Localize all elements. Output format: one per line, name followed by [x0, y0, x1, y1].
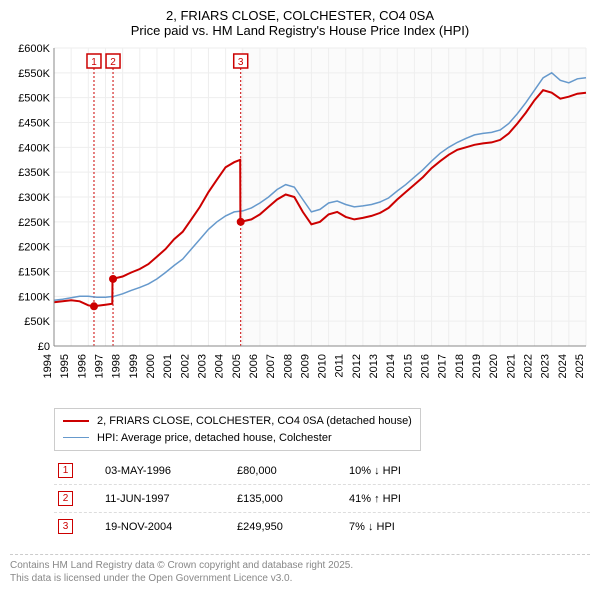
xtick-label: 2016	[420, 354, 432, 378]
legend-swatch	[63, 437, 89, 438]
xtick-label: 1996	[76, 354, 88, 378]
marker-number: 3	[238, 57, 244, 68]
event-row: 1 03-MAY-1996 £80,000 10% ↓ HPI	[54, 457, 590, 485]
event-date: 19-NOV-2004	[105, 521, 205, 533]
ytick-label: £550K	[18, 68, 50, 80]
events-table: 1 03-MAY-1996 £80,000 10% ↓ HPI 2 11-JUN-1997…	[54, 457, 590, 540]
chart-container: 2, FRIARS CLOSE, COLCHESTER, CO4 0SA Pri…	[0, 0, 600, 548]
legend-swatch	[63, 420, 89, 422]
event-delta: 41% ↑ HPI	[349, 493, 439, 505]
xtick-label: 2000	[145, 354, 157, 378]
ytick-label: £400K	[18, 142, 50, 154]
marker-number: 1	[91, 57, 97, 68]
event-number: 2	[58, 491, 73, 506]
xtick-label: 1999	[128, 354, 140, 378]
ytick-label: £250K	[18, 217, 50, 229]
event-number: 3	[58, 519, 73, 534]
legend-label: 2, FRIARS CLOSE, COLCHESTER, CO4 0SA (de…	[97, 413, 412, 430]
event-row: 2 11-JUN-1997 £135,000 41% ↑ HPI	[54, 485, 590, 513]
xtick-label: 2015	[402, 354, 414, 378]
xtick-label: 2004	[214, 354, 226, 378]
ytick-label: £50K	[24, 316, 50, 328]
xtick-label: 2017	[437, 354, 449, 378]
event-delta: 10% ↓ HPI	[349, 465, 439, 477]
ytick-label: £450K	[18, 118, 50, 130]
legend: 2, FRIARS CLOSE, COLCHESTER, CO4 0SA (de…	[54, 408, 421, 451]
xtick-label: 2002	[179, 354, 191, 378]
xtick-label: 2011	[334, 354, 346, 378]
xtick-label: 2006	[248, 354, 260, 378]
xtick-label: 2018	[454, 354, 466, 378]
xtick-label: 2021	[505, 354, 517, 378]
marker-dot	[109, 275, 117, 283]
event-row: 3 19-NOV-2004 £249,950 7% ↓ HPI	[54, 513, 590, 540]
footer-line2: This data is licensed under the Open Gov…	[10, 572, 590, 585]
xtick-label: 2003	[196, 354, 208, 378]
xtick-label: 2022	[523, 354, 535, 378]
title-block: 2, FRIARS CLOSE, COLCHESTER, CO4 0SA Pri…	[10, 8, 590, 38]
legend-row: HPI: Average price, detached house, Colc…	[63, 430, 412, 447]
title-line2: Price paid vs. HM Land Registry's House …	[10, 23, 590, 38]
xtick-label: 2014	[385, 354, 397, 378]
ytick-label: £200K	[18, 242, 50, 254]
footer-line1: Contains HM Land Registry data © Crown c…	[10, 559, 590, 572]
event-delta: 7% ↓ HPI	[349, 521, 439, 533]
xtick-label: 2025	[574, 354, 586, 378]
marker-dot	[90, 302, 98, 310]
xtick-label: 2007	[265, 354, 277, 378]
event-date: 11-JUN-1997	[105, 493, 205, 505]
ytick-label: £350K	[18, 167, 50, 179]
title-line1: 2, FRIARS CLOSE, COLCHESTER, CO4 0SA	[10, 8, 590, 23]
xtick-label: 2005	[231, 354, 243, 378]
ytick-label: £150K	[18, 267, 50, 279]
xtick-label: 2024	[557, 354, 569, 378]
xtick-label: 1994	[42, 354, 54, 378]
xtick-label: 2013	[368, 354, 380, 378]
marker-number: 2	[110, 57, 116, 68]
xtick-label: 2012	[351, 354, 363, 378]
legend-row: 2, FRIARS CLOSE, COLCHESTER, CO4 0SA (de…	[63, 413, 412, 430]
event-price: £135,000	[237, 493, 317, 505]
footer-note: Contains HM Land Registry data © Crown c…	[10, 554, 590, 585]
xtick-label: 2019	[471, 354, 483, 378]
event-price: £80,000	[237, 465, 317, 477]
xtick-label: 1998	[111, 354, 123, 378]
plot-area: 1 2 3 £0 £50K £100K £150K £200K £250K £300K £350K £…	[10, 44, 590, 404]
event-date: 03-MAY-1996	[105, 465, 205, 477]
xtick-label: 2009	[299, 354, 311, 378]
ytick-label: £500K	[18, 93, 50, 105]
xtick-label: 1995	[59, 354, 71, 378]
ytick-label: £0	[38, 341, 50, 353]
xtick-label: 2001	[162, 354, 174, 378]
xtick-label: 2010	[317, 354, 329, 378]
xtick-label: 2008	[282, 354, 294, 378]
xtick-label: 1997	[93, 354, 105, 378]
ytick-label: £300K	[18, 192, 50, 204]
plot-svg: 1 2 3 £0 £50K £100K £150K £200K £250K £300K £350K £…	[10, 44, 590, 404]
legend-label: HPI: Average price, detached house, Colc…	[97, 430, 332, 447]
event-number: 1	[58, 463, 73, 478]
xtick-label: 2020	[488, 354, 500, 378]
ytick-label: £600K	[18, 44, 50, 55]
ytick-label: £100K	[18, 291, 50, 303]
xtick-label: 2023	[540, 354, 552, 378]
marker-dot	[237, 218, 245, 226]
event-price: £249,950	[237, 521, 317, 533]
